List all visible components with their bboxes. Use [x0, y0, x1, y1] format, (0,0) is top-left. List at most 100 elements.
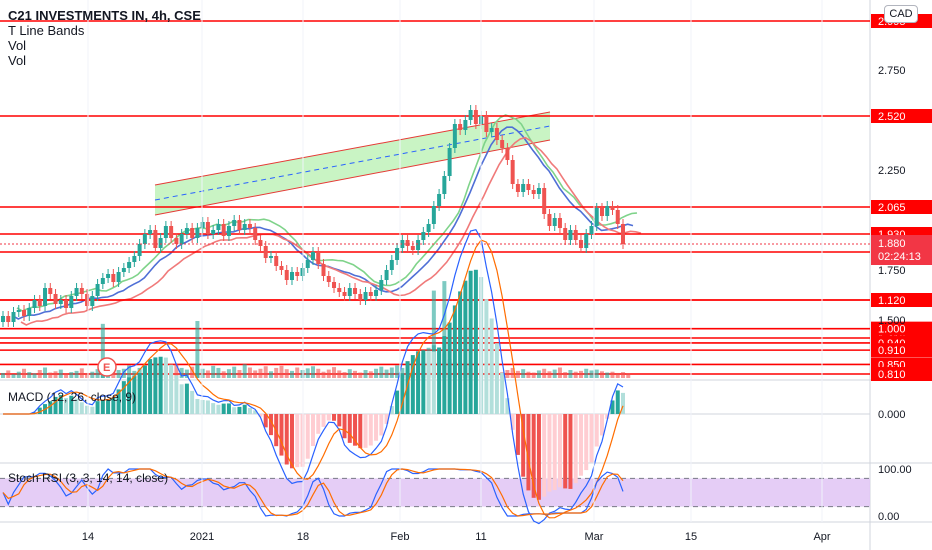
volume-bar: [368, 371, 373, 378]
macd-hist-bar: [500, 372, 505, 414]
level-price-label: 1.120: [878, 295, 906, 307]
macd-hist-bar: [226, 403, 231, 414]
volume-bar: [342, 372, 347, 378]
macd-hist-bar: [621, 392, 625, 414]
candle-body: [1, 316, 5, 322]
candle-body: [169, 226, 174, 238]
macd-hist-bar: [132, 376, 137, 414]
volume-bar: [605, 372, 610, 378]
volume-bar: [53, 371, 58, 378]
indicator-legend-vol-1[interactable]: Vol: [8, 38, 27, 53]
candle-body: [542, 188, 547, 214]
macd-hist-bar: [358, 414, 363, 449]
x-tick-label: 15: [685, 531, 697, 543]
macd-hist-bar: [505, 398, 510, 414]
candle-body: [6, 316, 11, 322]
macd-hist-bar: [484, 299, 489, 414]
volume-bar: [16, 371, 21, 378]
volume-bar: [295, 367, 300, 378]
candle-body: [326, 276, 331, 282]
chart-title[interactable]: C21 INVESTMENTS IN, 4h, CSE: [8, 8, 201, 23]
candle-body: [311, 252, 315, 260]
volume-bar: [263, 366, 268, 378]
stoch-d-line: [2, 468, 624, 517]
candle-body: [431, 206, 436, 224]
volume-bar: [211, 365, 216, 378]
macd-hist-bar: [363, 414, 368, 448]
x-tick-label: 14: [82, 531, 94, 543]
candle-body: [289, 272, 294, 280]
candle-body: [253, 228, 258, 240]
candle-body: [463, 120, 468, 130]
macd-hist-bar: [69, 395, 74, 414]
volume-bar: [137, 367, 142, 378]
candle-body: [615, 210, 620, 224]
macd-hist-bar: [468, 270, 473, 414]
volume-bar: [85, 372, 90, 378]
volume-bar: [221, 371, 226, 378]
volume-bar: [384, 369, 389, 378]
volume-bar: [100, 323, 105, 378]
event-marker-icon: [97, 357, 117, 377]
volume-bar: [37, 370, 42, 378]
volume-bar: [536, 370, 541, 378]
macd-hist-bar: [242, 404, 247, 414]
x-tick-label: Apr: [813, 531, 830, 543]
current-price-label: 1.880: [878, 238, 906, 250]
candle-body: [195, 228, 200, 238]
macd-hist-bar: [536, 414, 541, 500]
candle-body: [458, 124, 463, 130]
candle-body: [337, 288, 342, 292]
macd-hist-bar: [169, 364, 174, 414]
macd-hist-bar: [305, 414, 310, 459]
candle-body: [32, 300, 37, 308]
macd-hist-bar: [90, 406, 95, 414]
macd-hist-bar: [163, 357, 168, 414]
macd-hist-bar: [85, 405, 90, 414]
macd-hist-bar: [116, 389, 121, 414]
macd-hist-bar: [284, 414, 289, 465]
volume-bar: [11, 374, 16, 378]
candle-body: [74, 288, 79, 296]
volume-bar: [300, 370, 305, 378]
candle-body: [258, 240, 263, 246]
currency-button[interactable]: CAD: [884, 5, 918, 23]
candle-body: [85, 294, 90, 306]
macd-tick-label: 0.000: [878, 409, 906, 421]
volume-bar: [184, 369, 189, 378]
volume-bar: [253, 370, 258, 378]
candle-body: [536, 188, 541, 194]
candle-body: [268, 256, 273, 258]
volume-bar: [621, 372, 625, 378]
candle-body: [16, 310, 21, 312]
candle-body: [27, 308, 32, 316]
macd-hist-bar: [247, 408, 252, 414]
candle-body: [621, 224, 625, 244]
countdown-label: 02:24:13: [878, 251, 921, 263]
level-price-tag: [871, 343, 932, 358]
macd-hist-bar: [463, 280, 468, 414]
indicator-legend-tline[interactable]: T Line Bands: [8, 23, 85, 38]
macd-hist-bar: [421, 350, 426, 414]
volume-bar: [179, 367, 184, 378]
volume-bar: [268, 371, 273, 378]
volume-bar: [358, 372, 363, 378]
volume-bar: [510, 367, 515, 378]
volume-bar: [594, 369, 599, 378]
candle-body: [211, 230, 216, 234]
macd-hist-bar: [195, 398, 200, 414]
candle-body: [95, 284, 100, 296]
macd-legend[interactable]: MACD (12, 26, close, 9): [8, 390, 137, 404]
volume-bar: [584, 368, 589, 378]
macd-hist-bar: [127, 377, 132, 414]
volume-bar: [578, 370, 583, 378]
candle-body: [374, 290, 379, 296]
candle-body: [363, 292, 368, 300]
candle-body: [494, 128, 499, 140]
macd-hist-bar: [311, 414, 315, 447]
macd-hist-bar: [374, 414, 379, 441]
indicator-legend-vol-2[interactable]: Vol: [8, 53, 27, 68]
macd-hist-bar: [452, 305, 457, 414]
stoch-rsi-legend[interactable]: Stoch RSI (3, 3, 14, 14, close): [8, 471, 169, 485]
